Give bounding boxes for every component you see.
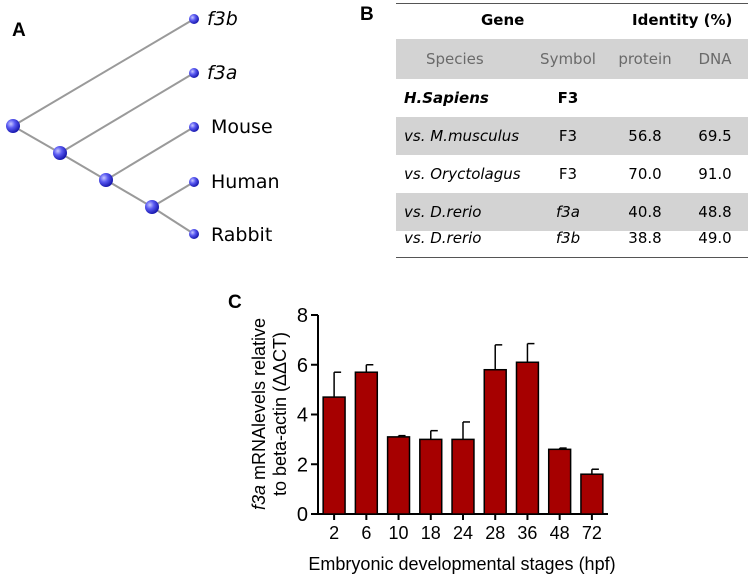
cell-symbol: f3b — [555, 229, 581, 247]
tree-leaf-label-rabbit: Rabbit — [211, 224, 273, 246]
tree-leaf-node — [189, 14, 199, 24]
cell-symbol: F3 — [557, 89, 579, 107]
subheader-protein: protein — [618, 50, 672, 68]
cell-species: vs. M.musculus — [404, 127, 520, 145]
bar — [483, 368, 507, 515]
subheader-species: Species — [426, 50, 484, 68]
y-axis-label-gene: f3a — [249, 485, 269, 510]
cell-dna: 69.5 — [698, 127, 732, 145]
x-tick-label: 24 — [453, 523, 473, 543]
cell-dna: 48.8 — [698, 203, 732, 221]
cell-protein: 38.8 — [628, 229, 662, 247]
table-header-gene: Gene — [481, 11, 525, 29]
bar — [515, 361, 540, 515]
y-axis-label-text: mRNAlevels relative — [249, 318, 269, 485]
tree-leaf-label-f3a: f3a — [207, 62, 238, 84]
x-tick-label: 2 — [329, 523, 339, 543]
bar — [451, 438, 475, 515]
table-bottom-rule — [396, 257, 748, 258]
subheader-dna: DNA — [698, 50, 732, 68]
tree-branch — [12, 18, 195, 127]
bar — [322, 396, 346, 515]
tree-node-root — [6, 119, 20, 133]
bar — [547, 448, 572, 515]
cell-species: vs. Oryctolagus — [404, 165, 521, 183]
table-row: vs. D.rerio f3b 38.8 49.0 — [396, 219, 748, 257]
cell-protein: 40.8 — [628, 203, 662, 221]
tree-branch — [12, 125, 61, 154]
y-tick-label: 4 — [297, 405, 308, 427]
subheader-symbol: Symbol — [540, 50, 596, 68]
y-tick-label: 2 — [297, 454, 308, 476]
x-tick-label: 72 — [582, 523, 602, 543]
bar — [419, 438, 443, 515]
tree-node-internal — [145, 200, 159, 214]
cell-symbol: F3 — [558, 127, 578, 145]
tree-branch — [151, 181, 195, 208]
cell-species: vs. D.rerio — [404, 203, 482, 221]
tree-leaf-node — [189, 122, 199, 132]
cell-protein: 70.0 — [628, 165, 662, 183]
tree-leaf-label-human: Human — [211, 171, 280, 193]
tree-leaf-node — [189, 177, 199, 187]
x-axis-label: Embryonic developmental stages (hpf) — [308, 554, 615, 574]
cell-dna: 49.0 — [698, 229, 732, 247]
x-tick-label: 36 — [517, 523, 537, 543]
x-tick-label: 48 — [550, 523, 570, 543]
bar — [386, 436, 411, 515]
table-row: vs. D.rerio f3a 40.8 48.8 — [396, 193, 748, 231]
x-tick-label: 6 — [361, 523, 371, 543]
cell-species: vs. D.rerio — [404, 229, 482, 247]
tree-leaf-node — [189, 68, 199, 78]
y-axis-label-line1: f3a mRNAlevels relative — [249, 318, 269, 510]
x-tick-label: 28 — [485, 523, 505, 543]
identity-table: Gene Identity (%) Species Symbol protein… — [396, 3, 748, 258]
table-row: vs. M.musculus F3 56.8 69.5 — [396, 117, 748, 155]
tree-branch — [151, 206, 195, 235]
tree-branch — [105, 179, 153, 208]
panel-label-c: C — [228, 292, 242, 313]
tree-leaf-label-f3b: f3b — [207, 8, 238, 30]
y-tick-label: 6 — [297, 355, 308, 377]
y-tick-label: 0 — [297, 504, 308, 526]
tree-branch — [59, 72, 195, 154]
tree-leaf-node — [189, 229, 199, 239]
table-top-rule — [396, 3, 748, 4]
bar — [580, 473, 604, 515]
panel-label-b: B — [360, 4, 374, 25]
panel-label-a: A — [12, 20, 26, 41]
table-row: H.Sapiens F3 — [396, 79, 748, 117]
y-axis-label-line2: to beta-actin (ΔΔCT) — [270, 332, 290, 496]
table-header-identity: Identity (%) — [632, 11, 733, 29]
tree-branch — [105, 126, 195, 181]
x-tick-label: 10 — [389, 523, 409, 543]
cell-symbol: f3a — [555, 203, 581, 221]
tree-branch — [59, 152, 107, 181]
tree-node-internal — [53, 146, 67, 160]
cell-dna: 91.0 — [698, 165, 732, 183]
table-subheader-row: Species Symbol protein DNA — [396, 39, 748, 79]
table-row: vs. Oryctolagus F3 70.0 91.0 — [396, 155, 748, 193]
bar — [354, 371, 379, 515]
cell-symbol: F3 — [558, 165, 578, 183]
x-tick-label: 18 — [421, 523, 441, 543]
cell-species: H.Sapiens — [404, 89, 489, 107]
tree-leaf-label-mouse: Mouse — [211, 116, 273, 138]
y-tick-label: 8 — [297, 305, 308, 327]
cell-protein: 56.8 — [628, 127, 662, 145]
tree-node-internal — [99, 173, 113, 187]
